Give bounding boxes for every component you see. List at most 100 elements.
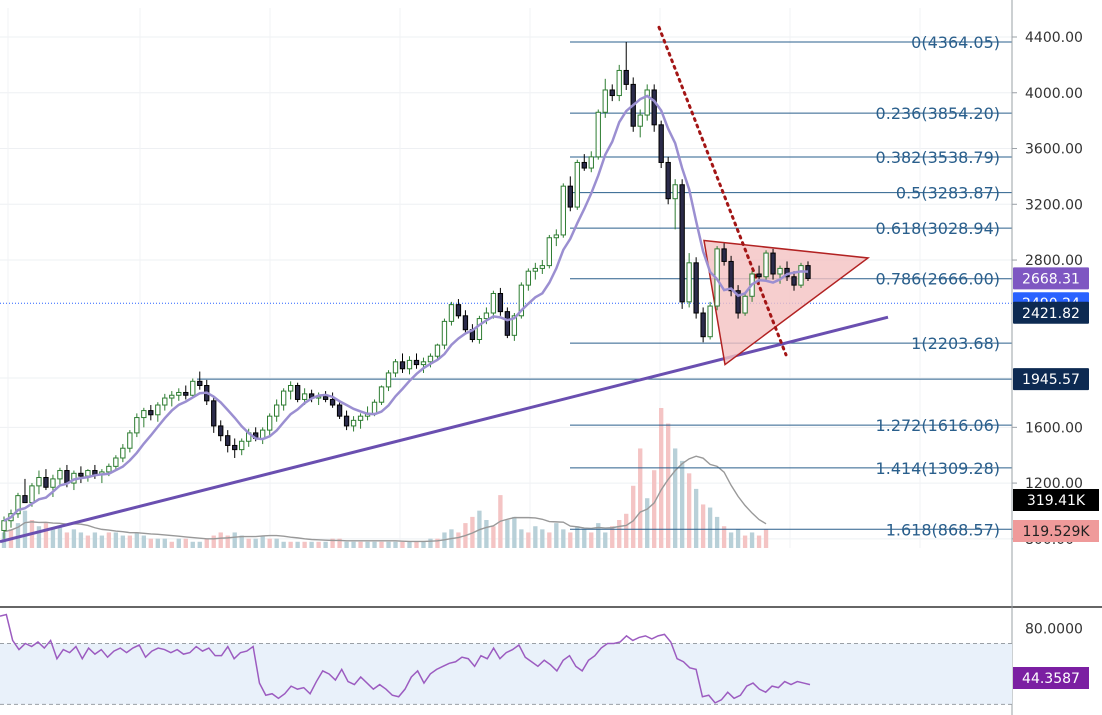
volume-bar bbox=[239, 535, 244, 548]
volume-bar bbox=[148, 538, 153, 548]
candle-body bbox=[623, 69, 629, 85]
candle-body bbox=[560, 185, 566, 236]
candle-body bbox=[791, 276, 797, 286]
volume-bar bbox=[603, 532, 608, 548]
candle-body bbox=[672, 184, 678, 200]
volume-bar bbox=[666, 423, 671, 548]
candle-body bbox=[441, 320, 448, 346]
price-axis-tick-label: 2800.00 bbox=[1025, 253, 1083, 269]
volume-bar bbox=[351, 541, 356, 548]
volume-bar bbox=[742, 535, 748, 548]
candle-body bbox=[406, 359, 413, 370]
volume-bar bbox=[288, 541, 293, 548]
candle-body bbox=[267, 415, 273, 431]
volume-bar bbox=[693, 488, 699, 548]
volume-bar bbox=[141, 535, 146, 548]
candle-body bbox=[273, 404, 280, 417]
candle-body bbox=[616, 69, 622, 97]
candle-body bbox=[553, 234, 559, 239]
volume-bar bbox=[659, 408, 664, 548]
volume-bar bbox=[610, 526, 615, 548]
candle-body bbox=[197, 380, 203, 386]
volume-bar bbox=[330, 538, 335, 548]
volume-bar bbox=[211, 535, 216, 548]
volume-bar bbox=[309, 541, 314, 548]
candle-body bbox=[336, 404, 343, 417]
volume-bar bbox=[414, 541, 419, 548]
volume-tag-label: 319.41K bbox=[1027, 493, 1086, 509]
candle-body bbox=[134, 417, 140, 434]
trend-lines bbox=[0, 25, 1012, 544]
candle-body bbox=[679, 184, 685, 303]
candle-body bbox=[595, 111, 601, 158]
fib-level-label: 1.272(1616.06) bbox=[876, 416, 1000, 435]
candle-body bbox=[218, 425, 224, 437]
volume-bar bbox=[120, 535, 126, 548]
volume-bar bbox=[700, 504, 706, 548]
volume-bar bbox=[456, 532, 461, 548]
candle-body bbox=[658, 124, 664, 163]
price-tags: 2668.312490.242421.821945.57319.41K119.5… bbox=[1013, 267, 1099, 542]
price-axis-tick-label: 1600.00 bbox=[1025, 420, 1083, 436]
fib-level-label: 0.236(3854.20) bbox=[876, 104, 1000, 123]
candle-body bbox=[36, 477, 42, 487]
volume-bar bbox=[260, 535, 265, 548]
rsi-line bbox=[0, 613, 811, 704]
candle-body bbox=[190, 380, 196, 396]
volume-bar bbox=[155, 538, 160, 548]
candle-body bbox=[294, 385, 301, 400]
candle-body bbox=[183, 391, 189, 396]
volume-bar bbox=[85, 535, 91, 548]
volume-ma-line bbox=[3, 455, 767, 543]
candle-body bbox=[343, 415, 350, 427]
candle-body bbox=[120, 447, 126, 459]
candle-body bbox=[777, 267, 783, 275]
candle-body bbox=[448, 304, 455, 322]
volume-bar bbox=[617, 520, 622, 548]
candle-body bbox=[721, 248, 727, 262]
volume-bar bbox=[568, 532, 573, 548]
volume-bar bbox=[672, 448, 678, 548]
candle-body bbox=[462, 315, 469, 331]
volume-bar bbox=[274, 538, 279, 548]
volume-bar bbox=[421, 541, 426, 548]
volume-bar bbox=[763, 529, 769, 548]
candle-body bbox=[511, 315, 518, 336]
candle-body bbox=[127, 432, 133, 449]
volume-bar bbox=[533, 526, 538, 548]
candle-body bbox=[141, 410, 147, 419]
candle-body bbox=[756, 273, 762, 278]
volume-bar bbox=[372, 541, 377, 548]
candle-body bbox=[518, 284, 525, 317]
volume-bar bbox=[631, 485, 636, 548]
candle-body bbox=[225, 435, 231, 446]
candle-body bbox=[239, 440, 245, 451]
volume-bar bbox=[512, 516, 517, 548]
pane-gap bbox=[0, 548, 1102, 606]
volume-bar bbox=[190, 541, 195, 548]
candle-body bbox=[483, 312, 490, 320]
volume-bar bbox=[686, 473, 692, 548]
rsi-pane: 80.0000 44.3587 bbox=[0, 548, 1102, 715]
volume-bar bbox=[302, 541, 307, 548]
volume-bar bbox=[540, 529, 545, 548]
candle-body bbox=[735, 290, 741, 314]
candle-body bbox=[700, 312, 706, 338]
candle-body bbox=[770, 252, 776, 275]
fib-level-label: 0.382(3538.79) bbox=[876, 148, 1000, 167]
volume-bar bbox=[582, 529, 587, 548]
candle-body bbox=[162, 397, 168, 406]
candle-body bbox=[211, 400, 217, 427]
candle-body bbox=[232, 444, 238, 451]
price-axis-tick-label: 1200.00 bbox=[1025, 476, 1083, 492]
volume-bar bbox=[218, 532, 223, 548]
volume-bar bbox=[183, 538, 188, 548]
candle-body bbox=[113, 457, 119, 467]
volume-bar bbox=[169, 541, 174, 548]
volume-bar bbox=[735, 529, 741, 548]
volume-bar bbox=[400, 541, 405, 548]
candle-body bbox=[763, 252, 769, 278]
candle-body bbox=[371, 401, 378, 414]
